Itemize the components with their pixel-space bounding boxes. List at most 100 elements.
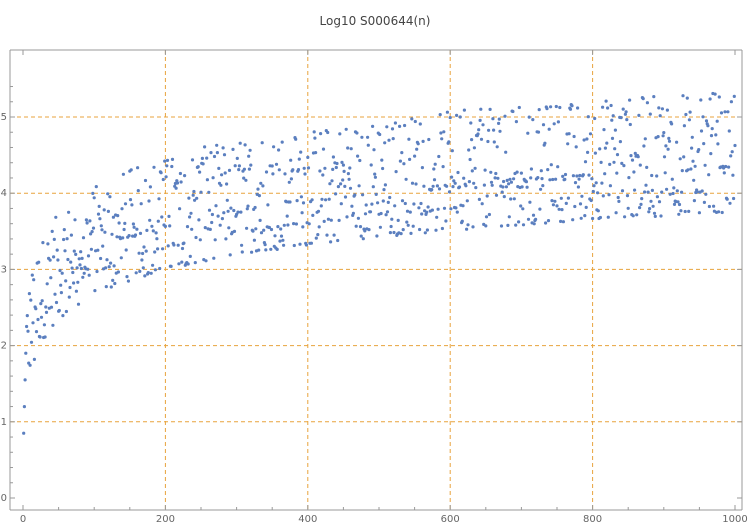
- data-point: [675, 140, 679, 144]
- data-point: [263, 243, 267, 247]
- data-point: [450, 149, 454, 153]
- data-point: [639, 202, 643, 206]
- data-point: [224, 237, 228, 241]
- data-point: [538, 207, 542, 211]
- data-point: [187, 196, 191, 200]
- data-point: [303, 172, 307, 176]
- data-point: [96, 212, 101, 216]
- data-point: [507, 182, 511, 186]
- data-point: [425, 228, 429, 232]
- x-tick-label: 0: [20, 514, 26, 525]
- data-point: [299, 195, 303, 199]
- data-point: [273, 234, 277, 238]
- data-point: [52, 255, 56, 259]
- data-point: [38, 335, 42, 339]
- data-point: [514, 223, 518, 227]
- data-point: [526, 131, 530, 135]
- data-point: [540, 177, 544, 181]
- data-point: [376, 201, 380, 205]
- data-point: [203, 226, 207, 230]
- data-point: [143, 178, 148, 183]
- data-point: [566, 142, 570, 146]
- data-point: [477, 197, 481, 201]
- data-point: [159, 171, 163, 175]
- data-point: [218, 223, 222, 227]
- data-point: [226, 209, 230, 213]
- data-point: [704, 192, 708, 196]
- data-point: [351, 211, 355, 215]
- data-point: [264, 248, 268, 252]
- data-point: [644, 183, 648, 187]
- data-point: [642, 144, 646, 148]
- data-point: [433, 162, 437, 166]
- data-point: [175, 181, 180, 185]
- data-point: [454, 206, 458, 210]
- data-point: [129, 168, 133, 172]
- data-point: [392, 230, 396, 235]
- data-point: [413, 154, 417, 158]
- data-point: [116, 270, 120, 274]
- data-point: [598, 147, 602, 151]
- data-point: [144, 249, 148, 253]
- data-point: [251, 229, 255, 233]
- data-point: [491, 117, 495, 121]
- data-point: [122, 227, 126, 232]
- data-point: [426, 205, 430, 209]
- data-point: [627, 176, 631, 180]
- data-point: [430, 208, 434, 212]
- data-point: [706, 124, 710, 128]
- data-point: [111, 278, 115, 282]
- data-point: [287, 180, 291, 184]
- data-point: [723, 110, 727, 114]
- data-point: [316, 233, 320, 237]
- data-point: [229, 206, 233, 210]
- data-point: [69, 233, 73, 237]
- data-point: [327, 197, 331, 201]
- data-point: [136, 166, 140, 170]
- data-point: [193, 198, 197, 202]
- data-point: [25, 324, 29, 329]
- data-point: [624, 110, 628, 114]
- data-point: [269, 247, 273, 251]
- data-point: [647, 210, 651, 214]
- data-point: [51, 323, 55, 327]
- data-point: [625, 194, 630, 198]
- data-point: [652, 211, 657, 215]
- data-point: [574, 145, 578, 149]
- data-point: [314, 236, 318, 240]
- data-point: [730, 150, 734, 154]
- data-point: [176, 243, 180, 247]
- data-point: [692, 199, 697, 203]
- data-point: [400, 199, 405, 203]
- data-point: [324, 198, 328, 202]
- data-point: [701, 115, 705, 119]
- data-point: [342, 169, 346, 173]
- data-point: [615, 153, 620, 157]
- data-point: [528, 200, 532, 204]
- data-point: [381, 199, 385, 203]
- data-point: [257, 248, 261, 252]
- data-point: [228, 253, 232, 257]
- data-point: [289, 177, 293, 181]
- data-point: [145, 228, 149, 232]
- data-point: [703, 163, 707, 167]
- data-point: [161, 247, 165, 251]
- data-point: [191, 193, 195, 197]
- data-point: [662, 155, 667, 159]
- data-point: [292, 243, 296, 248]
- data-point: [670, 122, 674, 126]
- data-point: [697, 148, 701, 152]
- data-point: [435, 184, 439, 188]
- data-point: [570, 104, 574, 108]
- data-point: [402, 162, 406, 166]
- data-point: [274, 162, 279, 166]
- data-point: [196, 165, 200, 169]
- data-point: [189, 211, 193, 215]
- data-point: [467, 148, 471, 152]
- data-point: [393, 121, 397, 125]
- data-point: [350, 204, 354, 208]
- data-point: [109, 261, 113, 265]
- points-layer: [22, 91, 737, 435]
- data-point: [586, 150, 590, 154]
- data-point: [231, 147, 235, 151]
